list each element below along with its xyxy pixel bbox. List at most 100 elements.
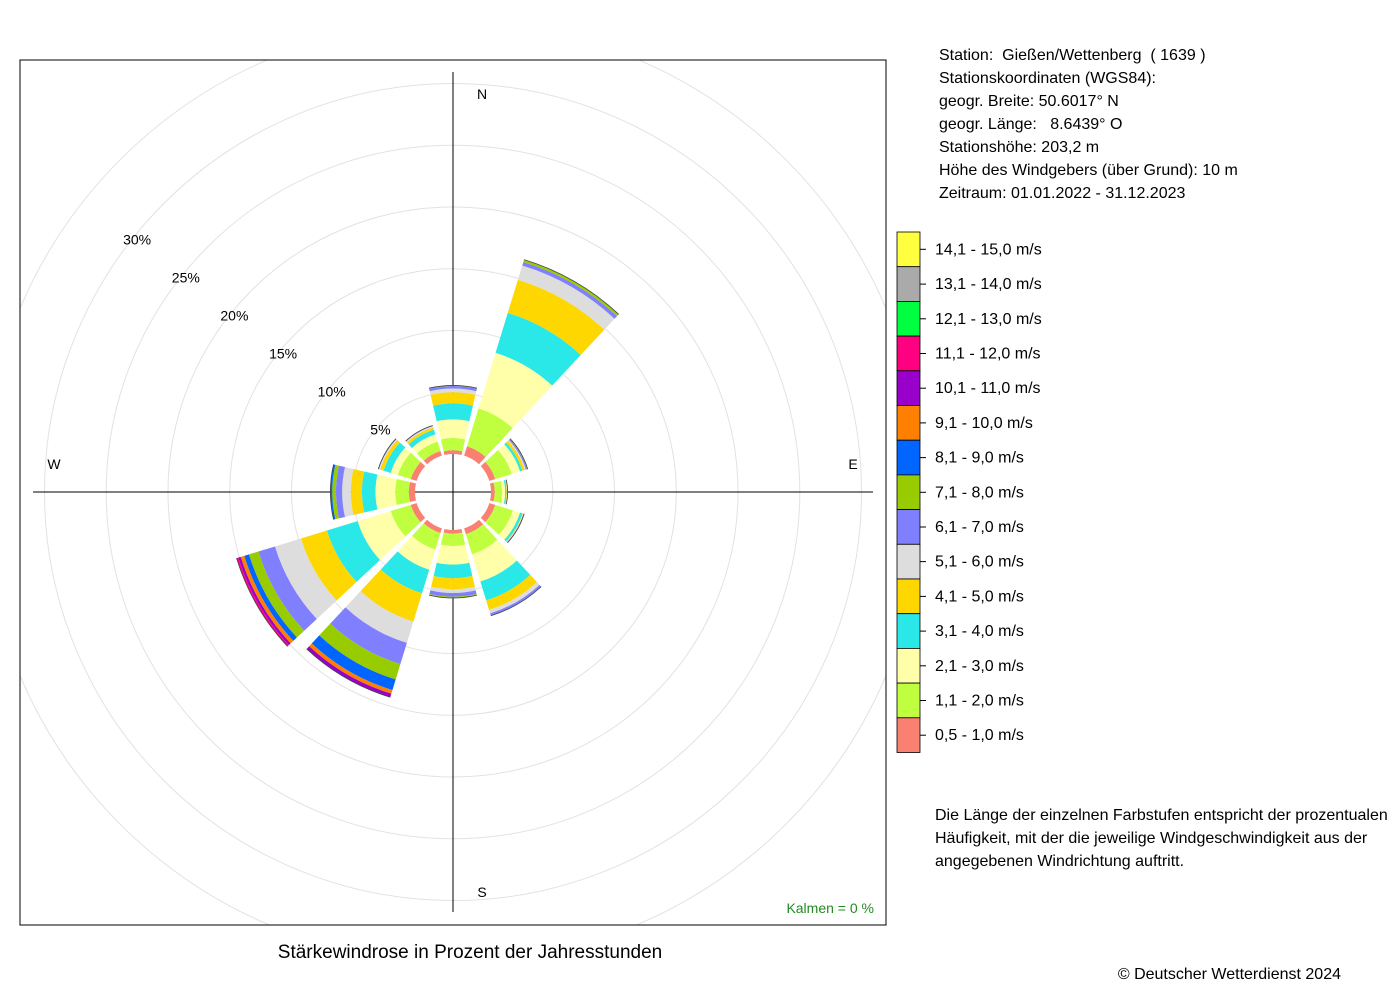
sector-270-segment-8 xyxy=(330,464,336,520)
sector-210-segment-3 xyxy=(380,551,430,594)
sector-60-outline xyxy=(509,438,529,470)
sector-180-segment-0 xyxy=(443,529,463,534)
sector-240-segment-10 xyxy=(238,556,291,646)
legend-swatch-8 xyxy=(896,439,921,476)
station-info-line-4: Stationshöhe: 203,2 m xyxy=(939,139,1100,156)
legend-label-4: 4,1 - 5,0 m/s xyxy=(935,588,1024,605)
sector-150-segment-5 xyxy=(489,582,540,614)
legend-swatch-4 xyxy=(896,578,921,615)
legend-label-9: 9,1 - 10,0 m/s xyxy=(935,415,1033,432)
sector-0-segment-6 xyxy=(429,386,477,392)
sector-240-segment-7 xyxy=(248,551,305,638)
sector-60 xyxy=(480,438,529,481)
sector-60-segment-5 xyxy=(507,439,526,471)
explanation-note: Die Länge der einzelnen Farbstufen entsp… xyxy=(935,804,1395,873)
sector-60-segment-2 xyxy=(497,444,521,475)
station-info-line-3: geogr. Länge: 8.6439° O xyxy=(939,116,1123,133)
station-info-line-2: geogr. Breite: 50.6017° N xyxy=(939,93,1119,110)
sector-330-segment-1 xyxy=(416,441,441,461)
station-info: Station: Gießen/Wettenberg ( 1639 ) Stati… xyxy=(939,44,1238,205)
sector-270-segment-6 xyxy=(335,465,345,519)
sector-90-outline xyxy=(505,479,509,505)
sector-210-segment-4 xyxy=(360,569,423,622)
legend-swatch-2 xyxy=(896,648,921,684)
sector-150-segment-3 xyxy=(480,560,531,601)
radial-tick-label-15: 15% xyxy=(269,346,297,362)
sector-270-segment-2 xyxy=(375,474,397,510)
sector-0-segment-5 xyxy=(429,388,477,395)
sector-150-segment-2 xyxy=(472,539,517,582)
sector-210-segment-1 xyxy=(411,523,441,550)
radial-tick-labels: 5% 10% 15% 20% 25% 30% xyxy=(123,232,390,438)
sector-120 xyxy=(480,503,525,544)
note-line-0: Die Länge der einzelnen Farbstufen entsp… xyxy=(935,807,1388,824)
sector-240-segment-1 xyxy=(390,504,421,537)
sector-210-segment-6 xyxy=(330,607,407,665)
sector-210-segment-5 xyxy=(345,591,414,643)
legend-swatch-13 xyxy=(896,266,921,302)
sector-270-segment-0 xyxy=(408,482,416,502)
legend-label-11: 11,1 - 12,0 m/s xyxy=(935,346,1041,363)
speed-legend: 14,1 - 15,0 m/s 13,1 - 14,0 m/s 12,1 - 13,… xyxy=(896,231,1042,753)
sector-150-segment-6 xyxy=(490,584,542,616)
sector-60-segment-6 xyxy=(508,439,528,470)
legend-swatch-14 xyxy=(896,231,921,268)
sector-0 xyxy=(428,385,478,455)
direction-label-N: N xyxy=(477,86,487,102)
sector-90-segment-4 xyxy=(505,479,508,505)
sector-90-segment-2 xyxy=(500,480,506,504)
sector-270-outline xyxy=(330,464,334,520)
legend-label-10: 10,1 - 11,0 m/s xyxy=(935,380,1041,397)
sector-330-segment-2 xyxy=(411,434,438,454)
sector-210-segment-7 xyxy=(319,623,401,680)
sector-240-segment-6 xyxy=(258,546,317,631)
sector-30 xyxy=(464,259,620,465)
legend-label-12: 12,1 - 13,0 m/s xyxy=(935,311,1042,328)
sector-270-segment-5 xyxy=(342,467,354,517)
direction-labels: N E S W xyxy=(47,86,857,900)
sector-270-segment-7 xyxy=(332,464,339,520)
sector-240-outline xyxy=(236,558,288,647)
radial-tick-label-20: 20% xyxy=(220,308,248,324)
legend-swatch-10 xyxy=(896,370,921,406)
direction-label-W: W xyxy=(47,456,61,472)
sector-180-segment-3 xyxy=(433,562,473,579)
station-info-line-6: Zeitraum: 01.01.2022 - 31.12.2023 xyxy=(939,185,1186,202)
sector-0-segment-1 xyxy=(440,437,466,452)
sector-150 xyxy=(464,519,542,617)
legend-label-7: 7,1 - 8,0 m/s xyxy=(935,484,1024,501)
sector-150-segment-1 xyxy=(465,524,498,555)
sector-0-outline xyxy=(428,385,478,389)
sector-270-segment-1 xyxy=(395,479,410,505)
sector-300-segment-4 xyxy=(380,439,400,471)
sector-180 xyxy=(429,529,477,599)
sector-60-segment-0 xyxy=(480,461,496,481)
sector-300-segment-0 xyxy=(410,461,426,481)
sector-180-segment-4 xyxy=(431,575,475,590)
sector-180-outline xyxy=(429,594,477,599)
sector-30-segment-3 xyxy=(495,312,581,386)
legend-label-8: 8,1 - 9,0 m/s xyxy=(935,450,1024,467)
sector-60-segment-1 xyxy=(485,450,512,480)
sector-0-segment-3 xyxy=(433,403,473,422)
sector-240-segment-9 xyxy=(240,555,294,644)
sector-270 xyxy=(330,464,416,520)
sector-240-segment-8 xyxy=(244,554,297,641)
sector-210 xyxy=(306,519,442,698)
direction-label-E: E xyxy=(848,456,857,472)
legend-swatch-7 xyxy=(896,474,921,510)
sector-270-segment-3 xyxy=(361,471,378,513)
legend-swatch-1 xyxy=(896,682,921,719)
sector-180-segment-1 xyxy=(440,532,466,547)
sector-180-segment-6 xyxy=(429,590,477,597)
sector-30-segment-0 xyxy=(464,446,486,465)
legend-label-5: 5,1 - 6,0 m/s xyxy=(935,554,1024,571)
legend-swatch-6 xyxy=(896,509,921,545)
compass-axes xyxy=(33,72,873,912)
sector-120-segment-1 xyxy=(485,504,513,535)
sector-60-segment-3 xyxy=(504,442,523,472)
legend-swatch-11 xyxy=(896,335,921,372)
legend-label-6: 6,1 - 7,0 m/s xyxy=(935,519,1024,536)
copyright: © Deutscher Wetterdienst 2024 xyxy=(1117,966,1341,983)
sector-120-segment-0 xyxy=(480,503,496,523)
